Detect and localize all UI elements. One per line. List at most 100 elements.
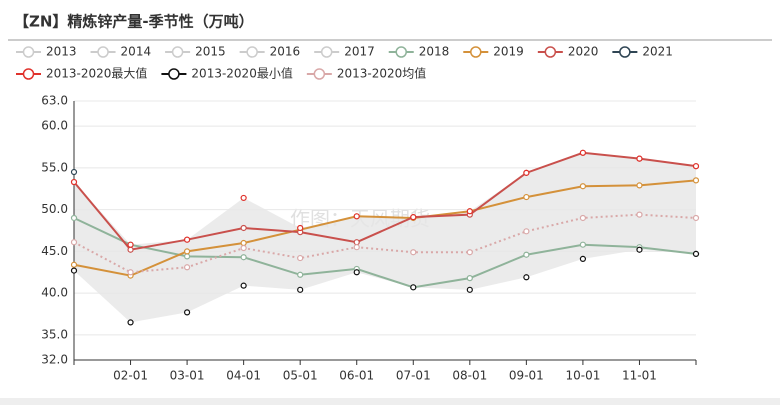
data-point — [240, 254, 247, 261]
legend-label[interactable]: 2013-2020最小值 — [191, 66, 292, 81]
legend-label[interactable]: 2015 — [195, 45, 226, 59]
legend-marker[interactable] — [320, 46, 333, 58]
data-point — [297, 286, 304, 293]
legend-marker[interactable] — [470, 46, 482, 58]
legend-label[interactable]: 2014 — [121, 45, 152, 59]
x-tick-label: 04-01 — [226, 369, 261, 383]
data-point — [183, 236, 191, 243]
legend-marker[interactable] — [619, 46, 631, 58]
data-point — [297, 271, 304, 278]
data-point — [297, 224, 304, 232]
y-tick-label: 60.0 — [41, 119, 68, 133]
legend-marker[interactable] — [313, 68, 326, 80]
legend-marker[interactable] — [544, 46, 557, 58]
x-tick-label: 05-01 — [283, 369, 318, 383]
x-tick-label: 06-01 — [339, 369, 374, 383]
y-tick-label: 50.0 — [41, 202, 68, 216]
data-point — [579, 149, 587, 156]
data-point — [127, 319, 134, 326]
data-point — [466, 249, 473, 256]
data-point — [692, 163, 700, 170]
data-point — [410, 214, 417, 221]
y-tick-label: 63.0 — [41, 94, 68, 108]
y-tick-label: 45.0 — [41, 244, 68, 258]
data-point — [466, 286, 473, 293]
y-tick-label: 55.0 — [41, 160, 68, 174]
data-point — [240, 224, 247, 232]
legend-marker[interactable] — [171, 46, 184, 58]
data-point — [297, 254, 304, 262]
y-tick-label: 35.0 — [41, 327, 68, 341]
data-point — [523, 251, 530, 258]
data-point — [183, 248, 191, 255]
data-point — [579, 183, 587, 190]
legend-marker[interactable] — [22, 46, 35, 58]
data-point — [70, 261, 78, 268]
x-tick-label: 07-01 — [396, 369, 431, 383]
legend-label[interactable]: 2018 — [419, 45, 450, 59]
legend-label[interactable]: 2021 — [642, 45, 673, 59]
data-point — [579, 241, 587, 248]
data-point — [183, 309, 191, 316]
x-tick-label: 02-01 — [113, 369, 148, 383]
data-point — [579, 214, 587, 222]
data-point — [523, 274, 530, 281]
series-line — [73, 213, 697, 274]
data-point — [127, 269, 134, 276]
data-point — [183, 264, 191, 271]
legend-marker[interactable] — [22, 68, 35, 80]
series-line — [73, 151, 697, 251]
x-tick-label: 08-01 — [452, 369, 487, 383]
data-point — [70, 214, 78, 222]
x-tick-label: 03-01 — [170, 369, 205, 383]
x-tick-label: 11-01 — [622, 369, 657, 383]
data-point — [127, 241, 134, 248]
y-tick-label: 40.0 — [41, 286, 68, 300]
data-point — [127, 246, 134, 253]
legend-label[interactable]: 2016 — [270, 45, 301, 59]
data-point — [240, 194, 247, 202]
data-point — [523, 169, 530, 176]
data-point — [183, 253, 191, 260]
data-point — [240, 244, 247, 252]
data-point — [579, 255, 587, 263]
data-point — [636, 246, 643, 253]
legend-marker[interactable] — [97, 46, 109, 58]
data-point — [692, 250, 700, 257]
data-point — [692, 177, 700, 184]
data-point — [353, 269, 360, 276]
data-point — [353, 213, 360, 220]
series-line — [73, 179, 697, 277]
legend-marker[interactable] — [168, 68, 180, 80]
data-point — [353, 244, 360, 251]
footer-strip — [0, 398, 780, 405]
data-point — [636, 155, 643, 162]
legend-marker[interactable] — [395, 46, 407, 58]
data-point — [410, 284, 417, 291]
x-tick-label: 09-01 — [509, 369, 544, 383]
data-point — [523, 193, 530, 201]
data-point — [692, 214, 700, 222]
data-point — [523, 228, 530, 235]
data-point — [410, 249, 417, 256]
chart-title: 【ZN】精炼锌产量-季节性（万吨） — [14, 13, 254, 31]
legend-label[interactable]: 2013-2020均值 — [337, 66, 426, 81]
y-tick-label: 32.0 — [41, 353, 68, 367]
data-point — [636, 182, 643, 189]
data-point — [240, 239, 247, 247]
legend-label[interactable]: 2013-2020最大值 — [46, 66, 147, 81]
legend-label[interactable]: 2020 — [568, 45, 599, 59]
data-point — [70, 239, 78, 246]
data-point — [70, 168, 78, 176]
legend-label[interactable]: 2017 — [344, 45, 375, 59]
data-point — [466, 275, 473, 282]
legend-marker[interactable] — [246, 46, 258, 58]
data-point — [240, 282, 247, 289]
legend-label[interactable]: 2019 — [493, 45, 524, 59]
legend-label[interactable]: 2013 — [46, 45, 77, 59]
data-point — [466, 208, 473, 215]
data-point — [70, 267, 78, 274]
data-point — [70, 178, 78, 186]
data-point — [353, 239, 360, 246]
